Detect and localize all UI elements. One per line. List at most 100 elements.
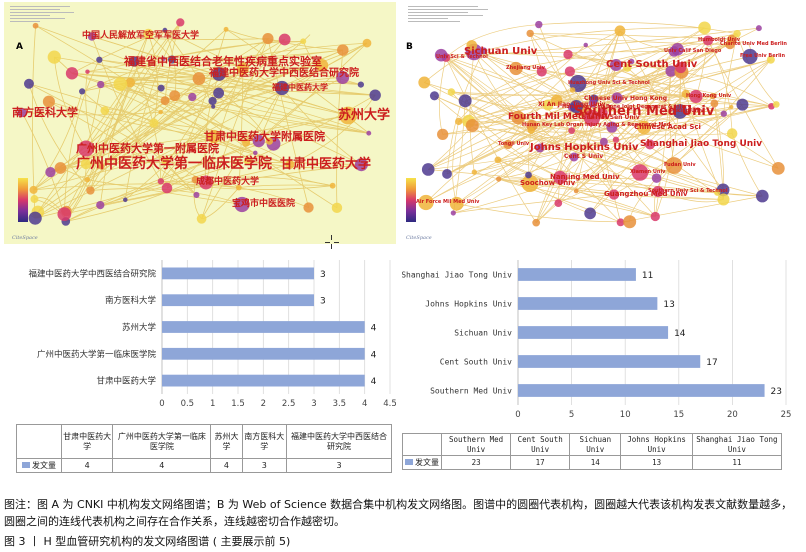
network-edge — [247, 94, 376, 162]
network-node — [236, 62, 249, 75]
network-b-canvas — [402, 2, 802, 244]
network-node — [278, 33, 291, 46]
network-node — [157, 84, 165, 92]
network-node — [77, 140, 95, 157]
network-node — [458, 94, 472, 108]
network-node — [207, 129, 221, 144]
network-node — [17, 107, 27, 118]
network-edge — [528, 71, 682, 176]
network-node-label: 广州中医药大学第一附属医院 — [76, 142, 219, 155]
network-node — [369, 89, 381, 101]
table-value-cell: 4 — [60, 458, 114, 473]
network-edge — [556, 95, 697, 101]
network-edge — [456, 61, 632, 205]
network-edge — [33, 115, 349, 191]
network-node — [564, 66, 575, 77]
bar — [162, 374, 365, 387]
table-corner — [402, 433, 442, 456]
network-node — [235, 184, 242, 191]
category-label: Shanghai Jiao Tong Univ — [402, 271, 512, 280]
network-node — [252, 134, 265, 148]
network-node-label: Hunan Key Lab Bone Joint Degenerat & Inj… — [562, 104, 691, 110]
network-a-header-text — [10, 4, 80, 34]
network-edge — [445, 57, 519, 118]
network-node — [300, 38, 307, 45]
network-edge — [575, 93, 687, 192]
data-label: 4 — [371, 377, 377, 387]
network-edge — [204, 73, 220, 183]
network-node — [160, 96, 170, 106]
table-header-cell: Sichuan Univ — [569, 433, 622, 456]
network-edge — [483, 27, 705, 52]
network-edge — [498, 97, 618, 180]
network-edge — [65, 33, 149, 222]
network-edge — [63, 59, 100, 215]
network-node — [125, 77, 136, 88]
network-edge — [535, 156, 575, 223]
network-edge — [464, 100, 641, 173]
x-tick-label: 3.5 — [333, 399, 347, 409]
network-node — [357, 81, 364, 88]
network-node — [717, 193, 730, 206]
network-edge — [619, 30, 724, 191]
network-edge — [446, 107, 573, 175]
network-node — [331, 202, 343, 214]
network-node — [606, 121, 618, 133]
network-node — [672, 104, 688, 119]
network-edge — [643, 105, 772, 128]
network-edge — [101, 100, 166, 168]
network-node — [553, 170, 567, 185]
network-edge — [104, 110, 291, 165]
network-map-b: B CiteSpace Sichuan Univ Cent South Univ S… — [402, 2, 802, 244]
network-node-label: 甘肃中医药大学附属医院 — [204, 130, 325, 143]
network-node-label: Sun Yat Sen Univ — [582, 114, 640, 121]
table-header-cell: Southern Med Univ — [440, 433, 512, 456]
network-node — [465, 119, 479, 133]
network-edge — [473, 51, 615, 195]
network-node-label: 甘肃中医药大学 — [280, 157, 372, 172]
network-node — [329, 182, 336, 189]
bar — [518, 268, 636, 281]
network-edge — [289, 94, 376, 165]
network-edge — [575, 33, 738, 192]
network-node — [631, 164, 649, 181]
network-node-label: Charite Univ Med Berlin — [720, 41, 787, 47]
table-value-cell: 17 — [510, 455, 571, 470]
network-node — [509, 61, 523, 76]
category-label: 苏州大学 — [122, 322, 157, 333]
data-label: 4 — [371, 350, 377, 360]
table-value-cell: 23 — [440, 455, 512, 470]
network-node — [766, 55, 775, 64]
table-header-cell: Shanghai Jiao Tong Univ — [691, 433, 783, 456]
network-edge — [577, 44, 731, 84]
network-node — [57, 207, 72, 221]
network-node — [97, 80, 105, 89]
network-edge — [100, 84, 369, 134]
bar — [518, 326, 669, 339]
network-edge — [85, 161, 362, 166]
network-node — [772, 101, 780, 108]
network-edge — [474, 104, 777, 173]
network-edge — [446, 50, 485, 174]
x-tick-label: 4.5 — [383, 399, 397, 409]
network-node — [496, 176, 502, 182]
network-node — [212, 67, 226, 81]
network-node — [466, 40, 478, 51]
network-node — [45, 166, 56, 178]
network-node — [568, 127, 576, 134]
network-edge — [680, 67, 724, 200]
network-node — [188, 92, 197, 102]
network-node — [671, 43, 684, 56]
category-label: 福建中医药大学中西医结合研究院 — [28, 268, 156, 279]
table-value-cell: 3 — [241, 458, 288, 473]
network-node — [199, 175, 213, 190]
network-b-year-legend — [406, 178, 416, 222]
network-node — [315, 58, 329, 72]
table-value-cell: 4 — [210, 458, 243, 473]
bar — [162, 347, 365, 360]
network-edge — [87, 71, 283, 89]
network-node-label: Hong Kong Univ — [686, 93, 732, 99]
network-node — [526, 29, 534, 38]
network-node-label: Fudan Univ — [664, 162, 696, 168]
network-node — [123, 197, 128, 203]
